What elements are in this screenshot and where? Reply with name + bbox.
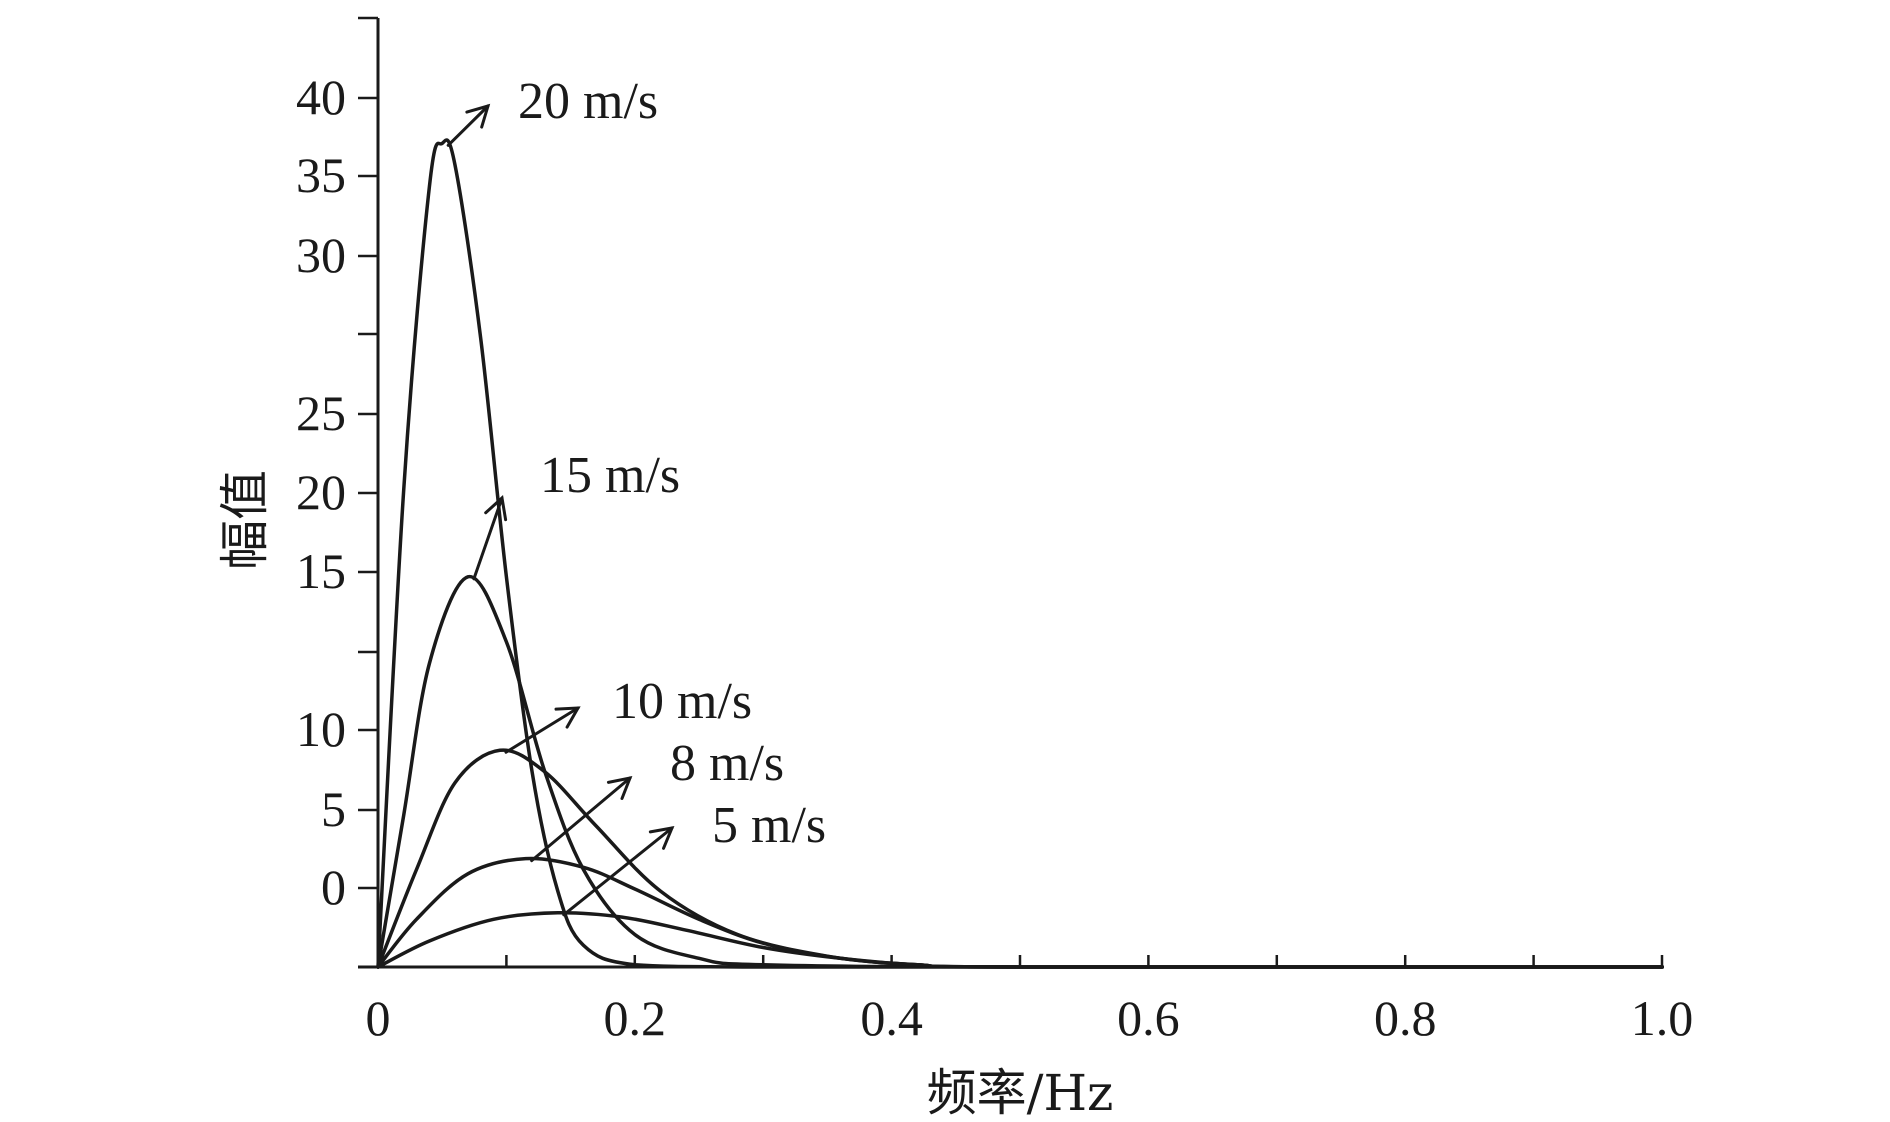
x-tick-label: 0 [366, 990, 391, 1046]
x-tick-label: 0.2 [604, 990, 667, 1046]
series-arrow [562, 826, 674, 917]
x-tick-label: 1.0 [1631, 990, 1694, 1046]
y-axis-title: 幅值 [216, 470, 274, 570]
series-arrow [504, 706, 580, 754]
series-arrowhead [554, 706, 581, 729]
x-axis-title: 频率/Hz [927, 1064, 1114, 1122]
y-tick-label: 10 [296, 701, 346, 757]
y-tick-label: 15 [296, 543, 346, 599]
y-tick-label: 5 [321, 781, 346, 837]
series-labels: 20 m/s 15 m/s 10 m/s8 m/s5 m/s [446, 73, 826, 917]
y-tick-label: 40 [296, 69, 346, 125]
curves [376, 138, 1664, 969]
series-arrow [472, 496, 504, 581]
series-arrow [446, 104, 490, 147]
series-arrow [530, 776, 632, 863]
x-ticks: 0 0.2 0.4 0.6 0.8 1.0 [366, 955, 1694, 1046]
y-tick-label: 35 [296, 147, 346, 203]
y-tick-label: 20 [296, 464, 346, 520]
series-arrowhead [465, 103, 491, 129]
y-ticks: 0 5 10 15 20 25 30 35 40 [296, 16, 378, 915]
series-arrowhead [606, 775, 633, 800]
series-label: 5 m/s [712, 797, 826, 854]
x-tick-label: 0.8 [1374, 990, 1437, 1046]
series-label: 10 m/s [612, 673, 752, 730]
series-label: 20 m/s [518, 73, 658, 130]
series-arrowhead [648, 826, 675, 850]
y-tick-label: 25 [296, 385, 346, 441]
series-label: 15 m/s [540, 447, 680, 504]
series-line [376, 911, 1664, 969]
x-tick-label: 0.4 [860, 990, 923, 1046]
series-line [376, 748, 1664, 969]
series-label: 8 m/s [670, 735, 784, 792]
series-arrowhead [484, 495, 508, 522]
x-tick-label: 0.6 [1117, 990, 1180, 1046]
y-tick-label: 0 [321, 859, 346, 915]
y-tick-label: 30 [296, 227, 346, 283]
